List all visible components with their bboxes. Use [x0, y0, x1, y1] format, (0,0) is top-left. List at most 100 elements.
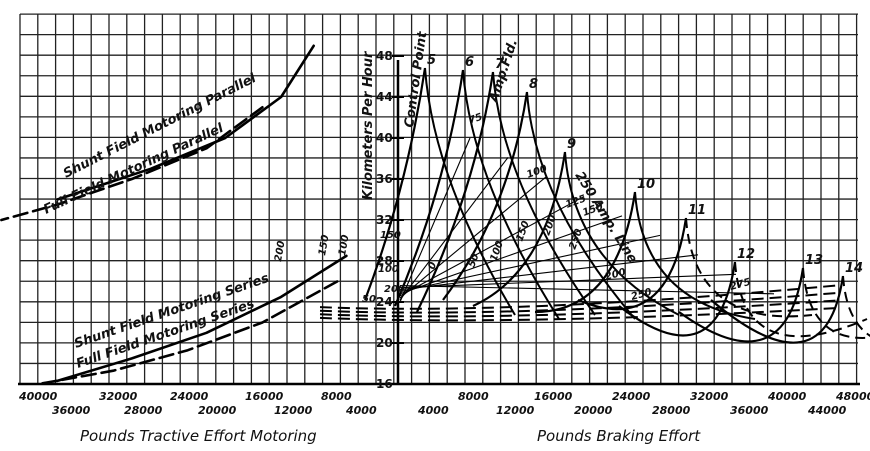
y-tick-label: 32	[376, 213, 393, 227]
control-point-curve	[678, 267, 805, 343]
control-point-curve	[534, 191, 637, 314]
motoring-curve-1	[0, 106, 264, 222]
amp-field-label: 50	[466, 252, 481, 269]
right-lower-tick: 4000	[417, 404, 449, 417]
control-point-branch	[802, 267, 870, 339]
amp-field-label: 100	[488, 240, 505, 263]
right-upper-tick: 32000	[690, 390, 729, 403]
y-tick-label: 36	[376, 172, 393, 186]
right-lower-tick: 28000	[652, 404, 691, 417]
control-point-curve	[416, 71, 495, 313]
y-tick-label: 48	[376, 49, 393, 63]
left-lower-tick: 20000	[198, 404, 237, 417]
left-lower-tick: 36000	[52, 404, 91, 417]
y-axis-title: Kilometers Per Hour	[361, 50, 376, 200]
control-point-branch	[734, 261, 868, 338]
amp-field-label: 50	[362, 294, 376, 305]
amp-field-label: 100	[378, 264, 399, 275]
motoring-curve-0	[56, 44, 315, 201]
control-point-label: 7	[495, 57, 505, 72]
left-upper-tick: 32000	[99, 390, 138, 403]
control-point-label: 8	[529, 77, 538, 92]
y-tick-label: 16	[376, 377, 393, 391]
amp-field-line	[399, 234, 661, 293]
control-point-label: 6	[465, 55, 474, 70]
control-point-curve	[442, 91, 529, 301]
left-upper-tick: 8000	[321, 390, 352, 403]
control-point-curve	[618, 261, 737, 337]
left-upper-tick: 24000	[170, 390, 209, 403]
control-point-branch	[424, 67, 516, 316]
amp-field-title: Amp.Fld.	[486, 37, 521, 105]
control-point-branch	[462, 69, 560, 320]
control-point-label: 10	[637, 177, 655, 192]
amp-field-label: 0	[426, 261, 439, 271]
left-axis-title: Pounds Tractive Effort Motoring	[80, 427, 317, 445]
right-upper-tick: 16000	[534, 390, 573, 403]
braking-tail	[319, 306, 841, 322]
control-point-label: 9	[567, 137, 576, 152]
y-tick-label: 40	[376, 131, 393, 145]
control-point-branch	[842, 275, 870, 337]
control-point-label: 14	[845, 261, 863, 276]
amp-field-label: 150	[380, 230, 401, 241]
amp-field-label: 150	[317, 234, 331, 257]
control-point-curve	[577, 217, 688, 311]
labels: Kilometers Per Hour Pounds Tractive Effor…	[41, 30, 863, 445]
control-point-label: 11	[688, 203, 706, 218]
amp-field-label: 75	[467, 112, 484, 127]
left-lower-tick: 4000	[345, 404, 377, 417]
grid	[19, 13, 858, 385]
control-point-curve	[710, 275, 845, 344]
control-point-label: 12	[737, 247, 755, 262]
right-lower-tick: 44000	[807, 404, 847, 417]
control-point-branch	[685, 217, 813, 318]
motoring-curve-2	[56, 254, 348, 383]
right-upper-tick: 8000	[458, 390, 489, 403]
amp-field-line	[399, 157, 509, 301]
y-tick-label: 44	[376, 90, 393, 104]
right-upper-tick: 40000	[767, 390, 807, 403]
amp-field-label: 100	[337, 234, 351, 257]
left-lower-tick: 12000	[274, 404, 313, 417]
control-point-curve	[363, 67, 427, 301]
amp-field-line	[399, 285, 775, 295]
control-point-branch	[564, 151, 680, 316]
amp-field-line	[399, 137, 471, 303]
y-tick-label: 24	[376, 295, 393, 309]
left-lower-tick: 28000	[124, 404, 163, 417]
amp-field-line	[399, 254, 699, 291]
control-point-label: 13	[805, 253, 823, 268]
right-upper-tick: 48000	[835, 390, 870, 403]
control-point-branch	[526, 91, 636, 320]
curves	[0, 44, 870, 386]
y-tick-label: 20	[376, 336, 393, 350]
amp-field-label: 275	[729, 277, 752, 293]
control-point-curve	[393, 69, 465, 307]
braking-tail	[319, 299, 841, 318]
left-upper-tick: 16000	[245, 390, 284, 403]
amp-field-label: 200	[384, 284, 405, 295]
left-upper-tick: 40000	[18, 390, 58, 403]
right-upper-tick: 24000	[612, 390, 651, 403]
amp-field-label: 200	[604, 267, 627, 283]
braking-tail	[319, 291, 841, 314]
amp-field-label: 250	[630, 287, 653, 303]
right-axis-title: Pounds Braking Effort	[537, 427, 701, 445]
amp-field-line	[399, 273, 737, 289]
right-lower-tick: 20000	[574, 404, 613, 417]
control-point-label: 5	[427, 53, 436, 68]
amp-field-line	[399, 215, 623, 295]
right-lower-tick: 12000	[496, 404, 535, 417]
control-point-branch	[492, 71, 596, 316]
motoring-curve-3	[37, 280, 339, 386]
braking-tail	[319, 284, 841, 310]
control-point-curve	[472, 151, 567, 307]
amp-field-label: 200	[273, 240, 287, 263]
amp-field-line	[399, 195, 585, 297]
amp-field-line	[399, 176, 547, 299]
right-lower-tick: 36000	[730, 404, 769, 417]
amp-field-label: 200	[541, 214, 558, 237]
